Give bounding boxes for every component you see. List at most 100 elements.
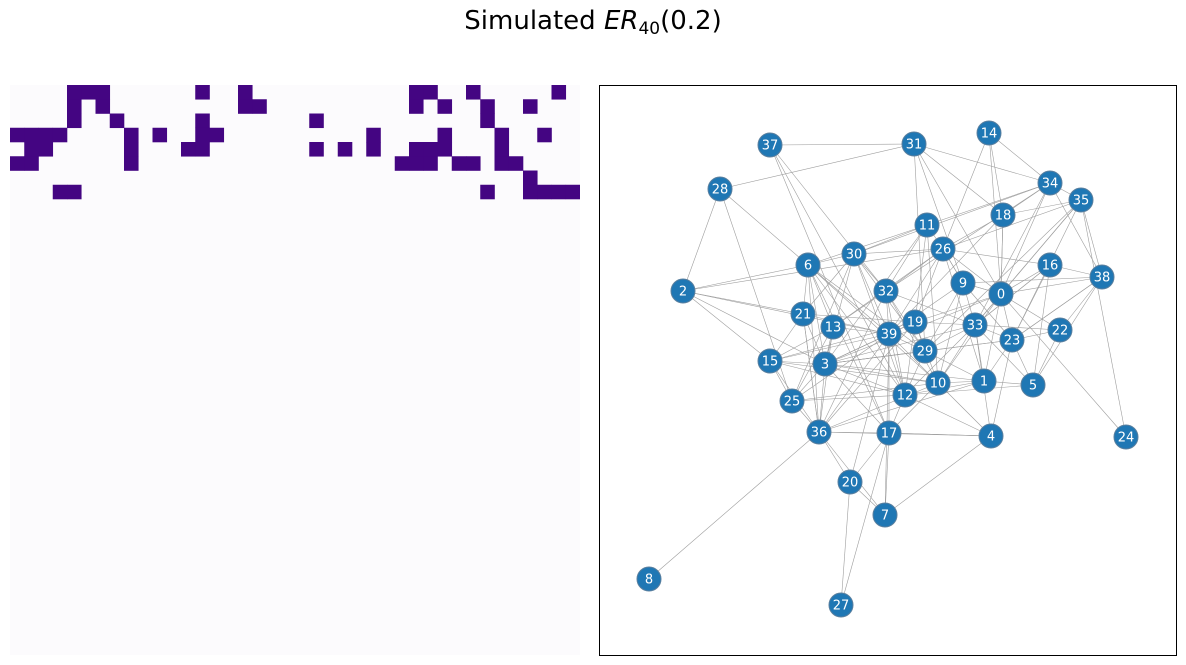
- graph-edge: [974, 199, 1082, 326]
- graph-edge: [682, 188, 721, 292]
- graph-edge: [807, 264, 926, 352]
- graph-edge: [802, 313, 890, 335]
- graph-node-label: 5: [1029, 379, 1037, 394]
- graph-node-circle: [876, 420, 902, 446]
- chart-title: Simulated ER40(0.2): [0, 6, 1186, 39]
- graph-edge: [1000, 276, 1103, 295]
- graph-edge: [904, 324, 976, 396]
- graph-node-circle: [1047, 317, 1073, 343]
- graph-edge: [769, 333, 890, 362]
- graph-node-label: 25: [784, 395, 801, 410]
- graph-node: 34: [1037, 170, 1063, 196]
- graph-node-circle: [1068, 187, 1094, 213]
- graph-edge: [937, 282, 964, 384]
- graph-node-label: 29: [917, 345, 934, 360]
- matrix-cell: [309, 113, 324, 129]
- graph-node-label: 22: [1052, 324, 1069, 339]
- graph-edge: [914, 293, 1002, 323]
- matrix-cell: [238, 99, 253, 114]
- matrix-cell: [67, 99, 82, 114]
- graph-edge: [769, 144, 890, 434]
- graph-node-circle: [1089, 264, 1115, 290]
- graph-node-circle: [990, 202, 1016, 228]
- graph-edge: [849, 333, 890, 483]
- graph-node-circle: [999, 327, 1025, 353]
- graph-node-label: 26: [935, 243, 952, 258]
- matrix-cell: [480, 99, 495, 114]
- graph-node: 8: [636, 566, 662, 592]
- network-graph: 0123456789101112131415161718192021222324…: [599, 85, 1177, 656]
- matrix-cell: [238, 85, 253, 100]
- graph-edge: [719, 143, 915, 190]
- graph-edge: [904, 384, 1034, 396]
- graph-edge: [990, 339, 1013, 437]
- graph-node-label: 4: [987, 430, 995, 445]
- graph-node-label: 39: [881, 328, 898, 343]
- matrix-cell: [437, 99, 453, 114]
- graph-node: 30: [841, 241, 867, 267]
- graph-edge: [853, 224, 928, 255]
- graph-node-circle: [988, 281, 1014, 307]
- graph-edge: [840, 481, 851, 606]
- graph-edge: [942, 132, 990, 250]
- graph-node-circle: [925, 370, 951, 396]
- graph-node-label: 23: [1004, 334, 1021, 349]
- graph-edge: [974, 324, 1034, 386]
- matrix-cell: [10, 156, 25, 171]
- matrix-cell: [409, 99, 424, 114]
- graph-node-circle: [779, 388, 805, 414]
- graph-edge: [1011, 276, 1103, 341]
- graph-edge: [962, 276, 1103, 284]
- matrix-cell: [537, 184, 552, 200]
- matrix-cell: [24, 142, 39, 157]
- graph-node: 5: [1020, 372, 1046, 398]
- graph-node: 14: [976, 120, 1002, 146]
- matrix-cell: [466, 85, 481, 100]
- graph-node-label: 11: [919, 219, 936, 234]
- matrix-cell: [67, 184, 82, 200]
- graph-edge: [937, 293, 1002, 384]
- graph-node-label: 14: [981, 127, 998, 142]
- matrix-cell: [565, 184, 580, 200]
- graph-node-label: 36: [811, 426, 828, 441]
- graph-node: 20: [837, 469, 863, 495]
- graph-node: 11: [914, 212, 940, 238]
- graph-node-circle: [707, 176, 733, 202]
- graph-node: 32: [873, 278, 899, 304]
- graph-node: 39: [876, 321, 902, 347]
- graph-edge: [853, 253, 890, 335]
- graph-edge: [769, 360, 939, 384]
- matrix-cell: [366, 142, 381, 157]
- matrix-cell: [551, 184, 567, 200]
- graph-node-label: 0: [997, 288, 1005, 303]
- matrix-cell: [437, 127, 453, 143]
- graph-node: 36: [806, 419, 832, 445]
- graph-edge: [818, 290, 887, 433]
- graph-edge: [824, 363, 890, 434]
- graph-node-circle: [950, 270, 976, 296]
- graph-node-circle: [978, 423, 1004, 449]
- graph-edge: [913, 143, 964, 284]
- graph-node: 1: [971, 368, 997, 394]
- graph-node: 35: [1068, 187, 1094, 213]
- graph-node-label: 32: [878, 285, 895, 300]
- graph-edge: [769, 360, 906, 396]
- matrix-cell: [409, 85, 424, 100]
- graph-node-label: 13: [825, 321, 842, 336]
- title-subscript: 40: [638, 19, 661, 39]
- graph-node-circle: [1020, 372, 1046, 398]
- graph-node-circle: [1037, 170, 1063, 196]
- matrix-cell: [480, 184, 495, 200]
- matrix-cell: [508, 156, 524, 171]
- graph-node-label: 1: [980, 375, 988, 390]
- graph-node-circle: [892, 382, 918, 408]
- graph-node: 29: [912, 338, 938, 364]
- graph-node-label: 10: [930, 377, 947, 392]
- graph-edge: [853, 253, 906, 396]
- graph-edge: [885, 290, 976, 326]
- matrix-cell: [95, 85, 111, 100]
- graph-edge: [885, 182, 1051, 292]
- matrix-cell: [409, 156, 424, 171]
- graph-node-circle: [873, 278, 899, 304]
- graph-edge: [853, 182, 1051, 255]
